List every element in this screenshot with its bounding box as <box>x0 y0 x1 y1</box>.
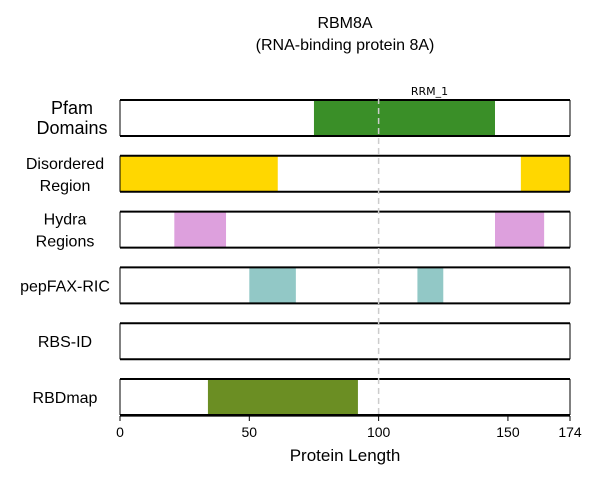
segment-bar <box>207 379 358 415</box>
chart-title: RBM8A <box>317 15 372 32</box>
chart-subtitle: (RNA-binding protein 8A) <box>256 37 435 54</box>
segment-label: RRM_1 <box>411 85 448 98</box>
track-label: Regions <box>36 234 95 251</box>
track-4: RBS-ID <box>38 322 571 361</box>
x-tick-label: 174 <box>558 424 582 440</box>
track-3: pepFAX-RIC <box>20 266 571 305</box>
x-axis-title: Protein Length <box>290 446 401 465</box>
x-tick-label: 0 <box>116 424 124 440</box>
segment-bar <box>120 155 278 192</box>
track-background <box>120 267 570 304</box>
track-1: Disordered Region <box>26 154 571 195</box>
x-tick-label: 100 <box>367 424 391 440</box>
track-label: Domains <box>36 118 107 138</box>
x-axis: 0 50 100 150 174 <box>116 415 582 440</box>
segment-bar <box>520 155 570 192</box>
track-label: RBS-ID <box>38 334 92 351</box>
track-5: RBDmap <box>33 378 571 416</box>
track-label: RBDmap <box>33 390 98 407</box>
track-2: Hydra Regions <box>36 210 571 251</box>
track-label: Hydra <box>44 212 87 229</box>
x-tick-label: 150 <box>496 424 520 440</box>
track-label: Pfam <box>51 98 93 118</box>
track-background <box>120 323 570 360</box>
segment-bar <box>249 267 296 304</box>
segment-bar <box>313 100 495 136</box>
track-label: Disordered <box>26 156 104 173</box>
track-label: Region <box>40 178 91 195</box>
track-label: pepFAX-RIC <box>20 278 110 295</box>
segment-bar <box>174 211 227 248</box>
segment-bar <box>417 267 444 304</box>
segment-bar <box>495 211 545 248</box>
x-tick-label: 50 <box>242 424 258 440</box>
